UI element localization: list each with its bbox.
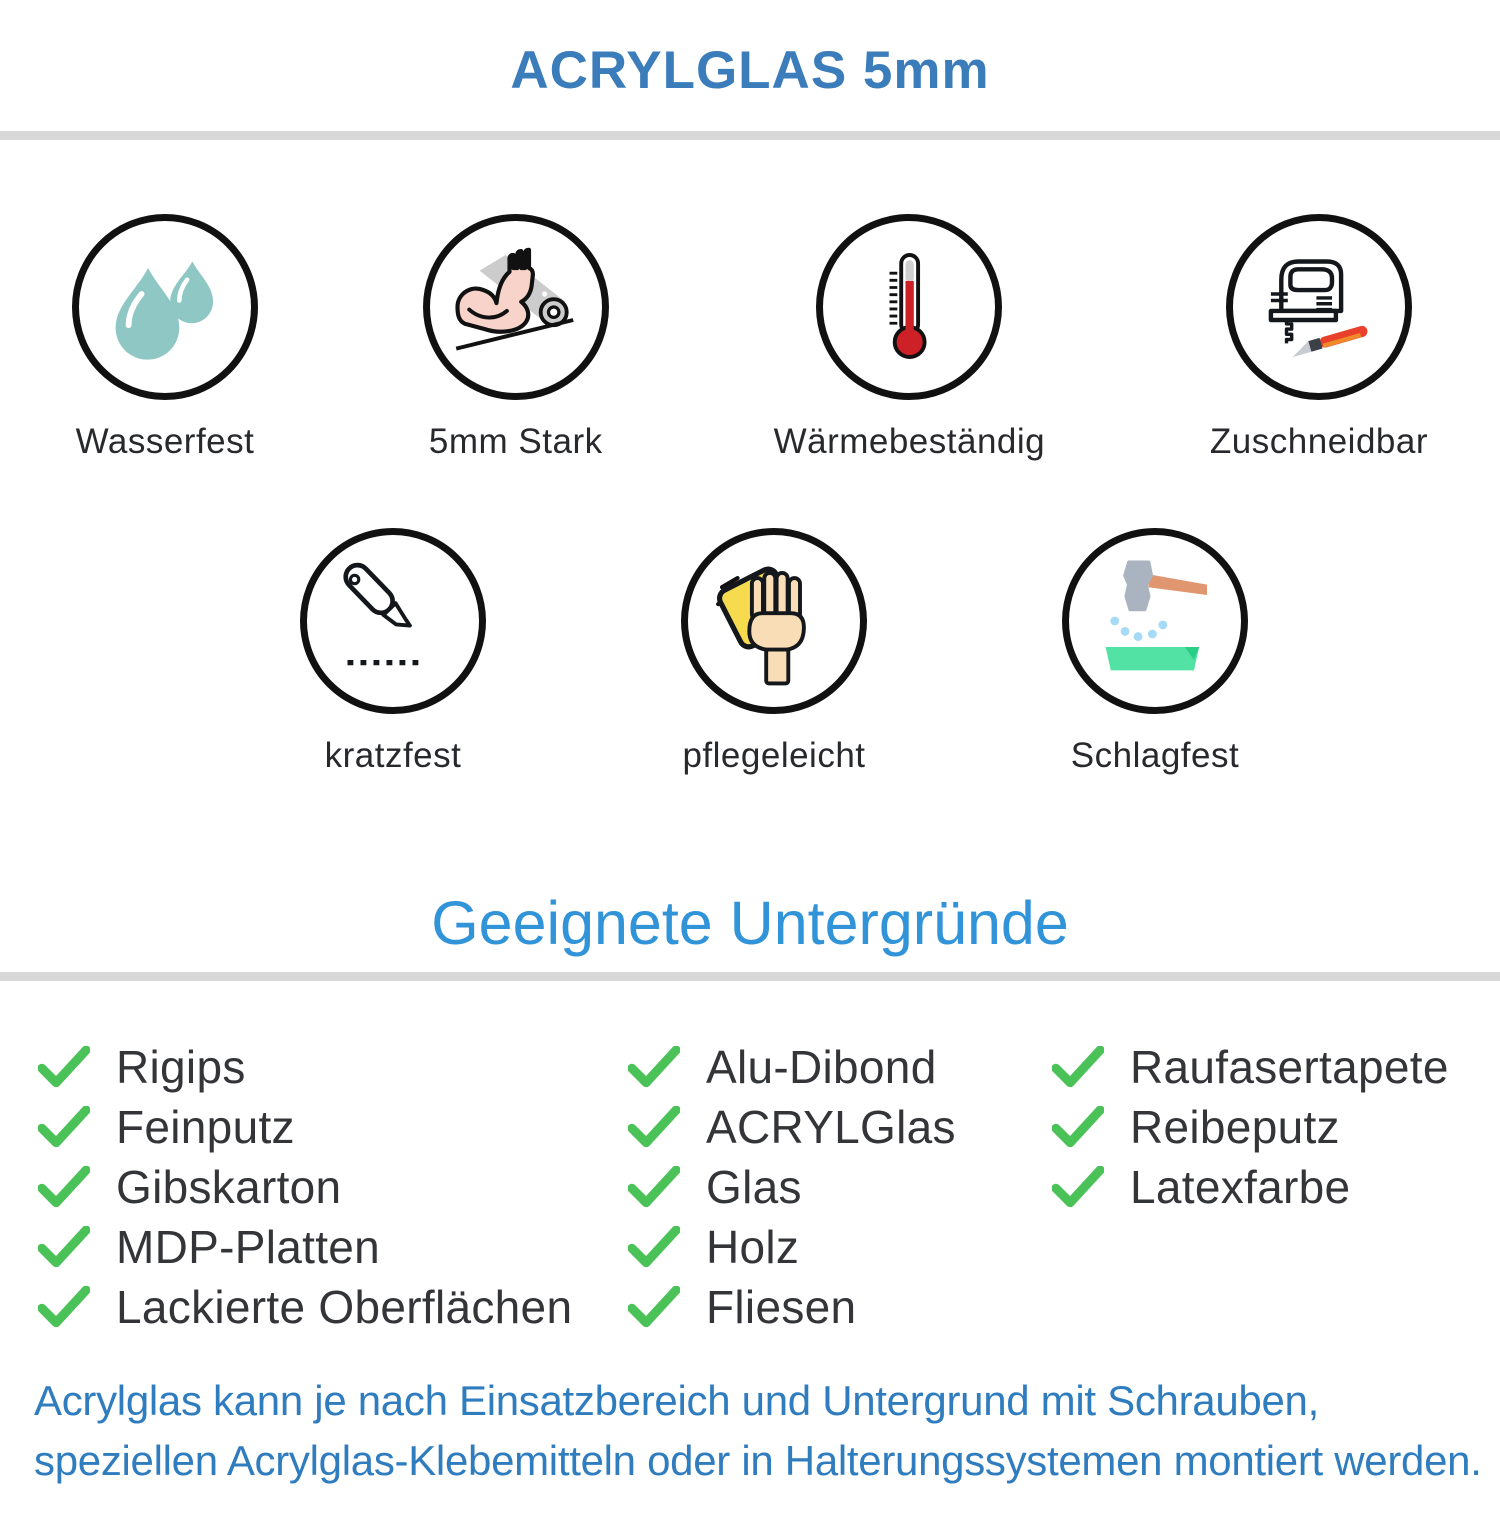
feature-wasserfest: Wasserfest [72, 214, 258, 462]
check-icon [1052, 1106, 1104, 1148]
footer-line-1: Acrylglas kann je nach Einsatzbereich un… [34, 1377, 1319, 1424]
surface-label: Rigips [116, 1041, 246, 1093]
surface-label: MDP-Platten [116, 1221, 381, 1273]
check-icon [38, 1106, 90, 1148]
thermometer-icon [816, 214, 1003, 400]
surface-label: ACRYLGlas [706, 1101, 956, 1153]
surface-label: Raufasertapete [1130, 1041, 1449, 1093]
feature-row-1: Wasserfest 5mm Stark [0, 214, 1500, 462]
check-icon [1052, 1166, 1104, 1208]
utility-knife-icon [300, 528, 486, 714]
cleaning-hand-icon [681, 528, 867, 714]
check-icon [628, 1166, 680, 1208]
feature-label: Schlagfest [1070, 736, 1240, 775]
feature-label: Zuschneidbar [1209, 422, 1428, 461]
surface-label: Glas [706, 1161, 802, 1213]
feature-schlagfest: Schlagfest [1062, 528, 1248, 776]
page-title: ACRYLGLAS 5mm [510, 41, 990, 100]
surface-label: Lackierte Oberflächen [116, 1281, 573, 1333]
water-drops-icon [72, 214, 258, 400]
divider-top [0, 131, 1500, 140]
check-icon [628, 1286, 680, 1328]
surface-label: Gibskarton [116, 1161, 342, 1213]
feature-waermebestaendig: Wärmebeständig [774, 214, 1046, 462]
list-item: Feinputz [38, 1097, 628, 1157]
check-icon [628, 1046, 680, 1088]
surface-label: Fliesen [706, 1281, 857, 1333]
surface-label: Holz [706, 1221, 800, 1273]
feature-pflegeleicht: pflegeleicht [681, 528, 867, 776]
surfaces-checklist: Rigips Feinputz Gibskarton MDP-Platten L… [0, 1037, 1500, 1337]
list-item: Glas [628, 1157, 1052, 1217]
list-item: Reibeputz [1052, 1097, 1490, 1157]
hammer-icon [1062, 528, 1248, 714]
list-item: ACRYLGlas [628, 1097, 1052, 1157]
feature-label: kratzfest [324, 736, 462, 775]
surfaces-column-1: Rigips Feinputz Gibskarton MDP-Platten L… [38, 1037, 628, 1337]
footer-line-2: speziellen Acrylglas-Klebemitteln oder i… [34, 1436, 1482, 1484]
footer-note: Acrylglas kann je nach Einsatzbereich un… [0, 1371, 1500, 1490]
list-item: Raufasertapete [1052, 1037, 1490, 1097]
feature-label: Wärmebeständig [773, 422, 1046, 461]
surface-label: Alu-Dibond [706, 1041, 937, 1093]
surfaces-column-3: Raufasertapete Reibeputz Latexfarbe [1052, 1037, 1490, 1217]
list-item: Alu-Dibond [628, 1037, 1052, 1097]
surface-label: Latexfarbe [1130, 1161, 1351, 1213]
feature-row-2: kratzfest pflegeleicht [0, 528, 1500, 776]
section-heading-untergruende: Geeignete Untergründe [431, 889, 1069, 957]
feature-label: Wasserfest [75, 422, 255, 461]
check-icon [38, 1286, 90, 1328]
surface-label: Reibeputz [1130, 1101, 1340, 1153]
flex-arm-icon [422, 214, 609, 400]
surface-label: Feinputz [116, 1101, 295, 1153]
jigsaw-cutter-icon [1225, 214, 1412, 400]
feature-label: pflegeleicht [682, 736, 866, 775]
feature-label: 5mm Stark [428, 422, 603, 461]
list-item: Rigips [38, 1037, 628, 1097]
check-icon [628, 1226, 680, 1268]
list-item: Lackierte Oberflächen [38, 1277, 628, 1337]
surfaces-column-2: Alu-Dibond ACRYLGlas Glas Holz Fliesen [628, 1037, 1052, 1337]
feature-5mm-stark: 5mm Stark [422, 214, 609, 462]
list-item: Latexfarbe [1052, 1157, 1490, 1217]
check-icon [38, 1046, 90, 1088]
check-icon [38, 1166, 90, 1208]
list-item: Gibskarton [38, 1157, 628, 1217]
divider-middle [0, 972, 1500, 981]
feature-zuschneidbar: Zuschneidbar [1210, 214, 1428, 462]
check-icon [628, 1106, 680, 1148]
list-item: Fliesen [628, 1277, 1052, 1337]
check-icon [38, 1226, 90, 1268]
check-icon [1052, 1046, 1104, 1088]
list-item: MDP-Platten [38, 1217, 628, 1277]
feature-kratzfest: kratzfest [300, 528, 486, 776]
list-item: Holz [628, 1217, 1052, 1277]
